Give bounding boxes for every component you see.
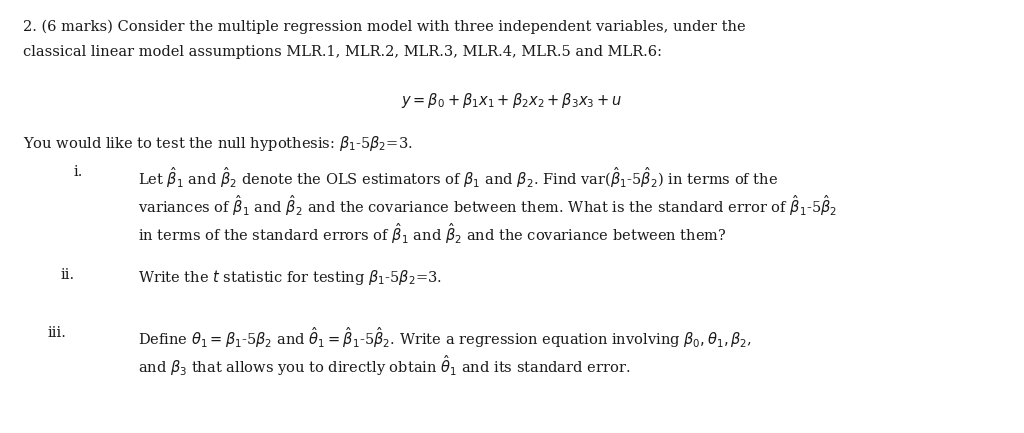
- Text: classical linear model assumptions MLR.1, MLR.2, MLR.3, MLR.4, MLR.5 and MLR.6:: classical linear model assumptions MLR.1…: [23, 45, 662, 59]
- Text: in terms of the standard errors of $\hat{\beta}_1$ and $\hat{\beta}_2$ and the c: in terms of the standard errors of $\hat…: [138, 221, 727, 246]
- Text: ii.: ii.: [60, 268, 75, 282]
- Text: Write the $t$ statistic for testing $\beta_1$-5$\beta_2$=3.: Write the $t$ statistic for testing $\be…: [138, 268, 442, 288]
- Text: Let $\hat{\beta}_1$ and $\hat{\beta}_2$ denote the OLS estimators of $\beta_1$ a: Let $\hat{\beta}_1$ and $\hat{\beta}_2$ …: [138, 165, 778, 190]
- Text: $y = \beta_0 + \beta_1 x_1 + \beta_2 x_2 + \beta_3 x_3 + u$: $y = \beta_0 + \beta_1 x_1 + \beta_2 x_2…: [401, 91, 623, 110]
- Text: 2. (6 marks) Consider the multiple regression model with three independent varia: 2. (6 marks) Consider the multiple regre…: [23, 19, 745, 34]
- Text: Define $\theta_1 = \beta_1$-5$\beta_2$ and $\hat{\theta}_1 = \hat{\beta}_1$-5$\h: Define $\theta_1 = \beta_1$-5$\beta_2$ a…: [138, 326, 753, 350]
- Text: You would like to test the null hypothesis: $\beta_1$-5$\beta_2$=3.: You would like to test the null hypothes…: [23, 134, 413, 153]
- Text: i.: i.: [74, 165, 83, 179]
- Text: iii.: iii.: [47, 326, 66, 339]
- Text: and $\beta_3$ that allows you to directly obtain $\hat{\theta}_1$ and its standa: and $\beta_3$ that allows you to directl…: [138, 353, 631, 378]
- Text: variances of $\hat{\beta}_1$ and $\hat{\beta}_2$ and the covariance between them: variances of $\hat{\beta}_1$ and $\hat{\…: [138, 194, 838, 218]
